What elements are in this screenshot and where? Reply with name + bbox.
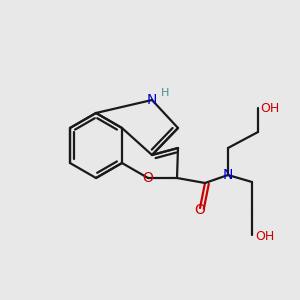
Text: O: O bbox=[142, 171, 153, 185]
Text: OH: OH bbox=[255, 230, 274, 244]
Text: O: O bbox=[195, 203, 206, 217]
Text: OH: OH bbox=[260, 101, 279, 115]
Text: H: H bbox=[161, 88, 169, 98]
Text: N: N bbox=[147, 93, 157, 107]
Text: N: N bbox=[223, 168, 233, 182]
